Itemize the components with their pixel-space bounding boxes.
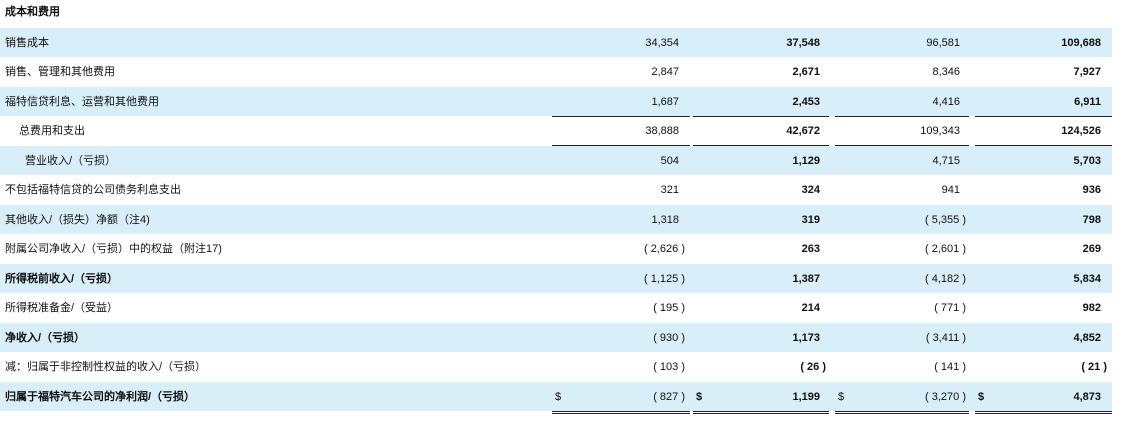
cell-value: 319 — [801, 213, 820, 226]
underline — [693, 115, 829, 117]
underline — [975, 412, 1112, 414]
row-label: 福特信贷利息、运营和其他费用 — [5, 95, 159, 108]
cell-value: 982 — [1082, 302, 1101, 314]
cell-value: ( 4,182 ) — [925, 272, 966, 285]
row-band — [0, 382, 1112, 411]
cell-value: ( 827 ) — [653, 390, 685, 403]
row-label: 归属于福特汽车公司的净利润/（亏损） — [5, 390, 196, 403]
cell-value: ( 771 ) — [934, 302, 966, 314]
cell-value: ( 26 ) — [800, 361, 826, 373]
cell-value: 936 — [1082, 184, 1101, 196]
row-label: 减：归属于非控制性权益的收入/（亏损） — [5, 361, 207, 373]
cell-value: 504 — [660, 154, 679, 167]
underline — [693, 410, 829, 412]
currency-symbol: $ — [555, 390, 562, 403]
section-title: 成本和费用 — [5, 6, 60, 18]
cell-value: ( 3,270 ) — [925, 390, 966, 403]
cell-value: 1,129 — [792, 154, 820, 167]
row-band — [0, 28, 1112, 57]
underline — [835, 145, 969, 146]
cell-value: 1,387 — [792, 272, 820, 285]
row-band — [0, 264, 1112, 293]
cell-value: 941 — [941, 184, 960, 196]
cell-value: 5,703 — [1073, 154, 1101, 167]
cell-value: ( 2,626 ) — [644, 243, 685, 255]
cell-value: ( 2,601 ) — [925, 243, 966, 255]
row-label: 销售成本 — [5, 36, 49, 49]
cell-value: 38,888 — [645, 125, 679, 137]
underline — [552, 145, 690, 146]
row-band — [0, 87, 1112, 116]
cell-value: 34,354 — [645, 36, 679, 49]
cell-value: 8,346 — [932, 66, 960, 78]
underline — [975, 410, 1112, 412]
underline — [975, 145, 1112, 146]
cell-value: 2,847 — [651, 66, 679, 78]
cell-value: 321 — [660, 184, 679, 196]
cell-value: 4,416 — [932, 95, 960, 108]
row-label: 所得税前收入/（亏损） — [5, 272, 119, 285]
cell-value: 1,687 — [651, 95, 679, 108]
cell-value: 2,453 — [792, 95, 820, 108]
underline — [552, 115, 690, 117]
cell-value: 1,318 — [651, 213, 679, 226]
cell-value: 4,873 — [1073, 390, 1101, 403]
cell-value: ( 5,355 ) — [925, 213, 966, 226]
cell-value: 1,173 — [792, 331, 820, 344]
cell-value: ( 21 ) — [1081, 361, 1107, 373]
cell-value: 124,526 — [1061, 125, 1101, 137]
cell-value: 4,852 — [1073, 331, 1101, 344]
cell-value: 6,911 — [1074, 95, 1101, 108]
cell-value: 324 — [801, 184, 820, 196]
row-label: 销售、管理和其他费用 — [5, 66, 115, 78]
cell-value: ( 1,125 ) — [644, 272, 685, 285]
cell-value: 7,927 — [1073, 66, 1101, 78]
row-label: 净收入/（亏损） — [5, 331, 86, 344]
cell-value: ( 195 ) — [653, 302, 685, 314]
cell-value: 37,548 — [786, 36, 820, 49]
cell-value: 214 — [801, 302, 820, 314]
row-label: 不包括福特信贷的公司债务利息支出 — [5, 184, 181, 196]
cell-value: 5,834 — [1073, 272, 1101, 285]
row-label: 营业收入/（亏损） — [25, 154, 117, 167]
currency-symbol: $ — [696, 390, 703, 403]
row-label: 总费用和支出 — [19, 125, 85, 137]
cell-value: 42,672 — [786, 125, 820, 137]
row-band — [0, 205, 1112, 234]
row-label: 附属公司净收入/（亏损）中的权益（附注17) — [5, 243, 222, 255]
underline — [693, 412, 829, 414]
cell-value: 1,199 — [792, 390, 820, 403]
cell-value: 109,343 — [920, 125, 960, 137]
underline — [975, 115, 1112, 117]
row-band — [0, 323, 1112, 352]
cell-value: ( 3,411 ) — [925, 331, 966, 344]
currency-symbol: $ — [838, 390, 845, 403]
underline — [552, 410, 690, 412]
currency-symbol: $ — [978, 390, 985, 403]
underline — [835, 115, 969, 117]
cell-value: 263 — [801, 243, 820, 255]
cell-value: 96,581 — [926, 36, 960, 49]
row-band — [0, 146, 1112, 175]
row-label: 所得税准备金/（受益） — [5, 302, 119, 314]
row-label: 其他收入/（损失）净额（注4) — [5, 213, 150, 226]
cell-value: ( 141 ) — [934, 361, 966, 373]
underline — [835, 410, 969, 412]
cell-value: 109,688 — [1061, 36, 1101, 49]
cell-value: 2,671 — [792, 66, 820, 78]
cell-value: 4,715 — [932, 154, 960, 167]
cell-value: 269 — [1082, 243, 1101, 255]
underline — [552, 412, 690, 414]
cell-value: ( 930 ) — [653, 331, 685, 344]
underline — [693, 145, 829, 146]
underline — [835, 412, 969, 414]
cell-value: ( 103 ) — [653, 361, 685, 373]
cell-value: 798 — [1082, 213, 1101, 226]
